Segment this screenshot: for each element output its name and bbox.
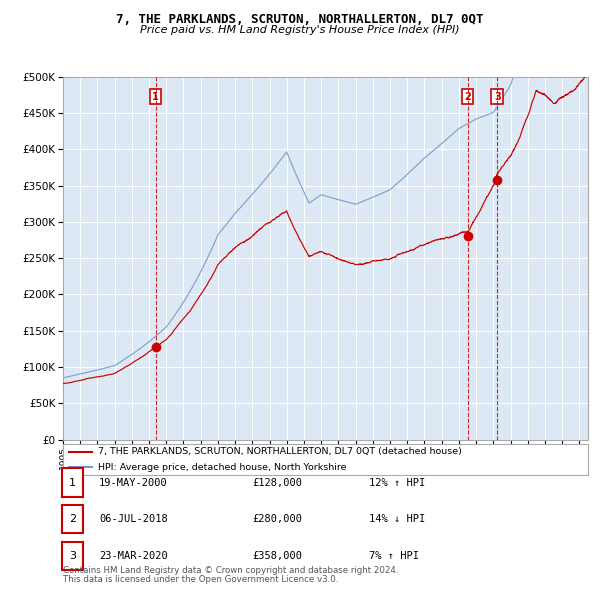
Text: 2: 2 (464, 91, 471, 101)
Text: 12% ↑ HPI: 12% ↑ HPI (369, 478, 425, 487)
Text: 23-MAR-2020: 23-MAR-2020 (99, 551, 168, 560)
Text: Price paid vs. HM Land Registry's House Price Index (HPI): Price paid vs. HM Land Registry's House … (140, 25, 460, 35)
Text: 1: 1 (152, 91, 159, 101)
Text: 3: 3 (494, 91, 500, 101)
Text: HPI: Average price, detached house, North Yorkshire: HPI: Average price, detached house, Nort… (98, 463, 347, 472)
Text: £358,000: £358,000 (252, 551, 302, 560)
Text: 14% ↓ HPI: 14% ↓ HPI (369, 514, 425, 524)
Text: 06-JUL-2018: 06-JUL-2018 (99, 514, 168, 524)
Text: 7% ↑ HPI: 7% ↑ HPI (369, 551, 419, 560)
Text: 1: 1 (69, 478, 76, 487)
Text: 19-MAY-2000: 19-MAY-2000 (99, 478, 168, 487)
Text: Contains HM Land Registry data © Crown copyright and database right 2024.: Contains HM Land Registry data © Crown c… (63, 566, 398, 575)
Text: 7, THE PARKLANDS, SCRUTON, NORTHALLERTON, DL7 0QT: 7, THE PARKLANDS, SCRUTON, NORTHALLERTON… (116, 13, 484, 26)
Text: 7, THE PARKLANDS, SCRUTON, NORTHALLERTON, DL7 0QT (detached house): 7, THE PARKLANDS, SCRUTON, NORTHALLERTON… (98, 447, 462, 457)
Text: This data is licensed under the Open Government Licence v3.0.: This data is licensed under the Open Gov… (63, 575, 338, 584)
Text: £128,000: £128,000 (252, 478, 302, 487)
Text: 3: 3 (69, 551, 76, 560)
Text: 2: 2 (69, 514, 76, 524)
Text: £280,000: £280,000 (252, 514, 302, 524)
